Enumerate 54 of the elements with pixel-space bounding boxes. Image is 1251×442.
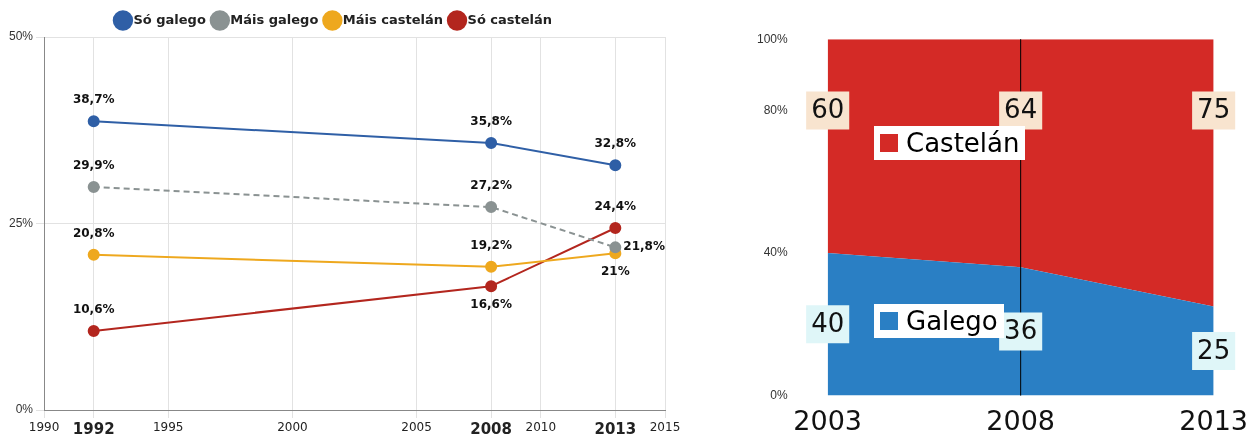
data-label: 19,2% [470, 237, 512, 252]
data-label: 20,8% [72, 225, 115, 240]
data-label: 21,8% [623, 239, 665, 254]
y-tick-label: 40% [763, 245, 789, 260]
x-tick-label: 2010 [525, 420, 557, 435]
legend-label: Máis galego [230, 11, 319, 27]
data-label: 21% [600, 264, 630, 279]
point [609, 221, 622, 234]
point [87, 324, 100, 337]
x-tick-label: 1992 [72, 419, 115, 438]
y-tick-label: 0% [770, 387, 789, 402]
point [87, 115, 100, 128]
data-label: 64 [1004, 94, 1038, 125]
data-label: 27,2% [470, 178, 512, 193]
point [87, 180, 100, 193]
y-tick-label: 100% [756, 31, 789, 46]
data-label: 40 [811, 308, 845, 339]
point [609, 241, 622, 254]
legend-label: Só galego [133, 11, 206, 27]
x-tick-label: 2003 [793, 404, 863, 436]
point [485, 280, 498, 293]
point [87, 248, 100, 261]
data-label: 24,4% [594, 199, 637, 214]
point [609, 159, 622, 172]
x-tick-label: 2013 [594, 419, 637, 438]
x-tick-label: 2005 [401, 420, 432, 435]
x-tick-label: 2015 [649, 420, 681, 435]
data-label: 16,6% [470, 297, 512, 312]
y-tick-label: 0% [15, 402, 34, 417]
data-label: 32,8% [594, 136, 637, 151]
data-label: 36 [1004, 315, 1038, 346]
legend-label: Castelán [906, 128, 1020, 159]
y-tick-label: 80% [763, 102, 789, 117]
data-label: 75 [1197, 94, 1231, 125]
point [485, 260, 498, 273]
data-label: 25 [1197, 334, 1231, 365]
x-tick-label: 2013 [1179, 404, 1248, 436]
x-tick-label: 2008 [986, 404, 1056, 436]
legend-label: Máis castelán [342, 11, 444, 27]
data-label: 35,8% [470, 114, 512, 129]
point [485, 201, 498, 214]
x-tick-label: 1995 [152, 420, 184, 435]
x-tick-label: 2008 [470, 419, 512, 438]
point [485, 136, 498, 149]
data-label: 60 [811, 94, 845, 125]
data-label: 10,6% [72, 302, 115, 317]
legend-label: Galego [906, 306, 998, 337]
x-tick-label: 2000 [277, 420, 308, 435]
y-tick-label: 25% [8, 215, 34, 230]
legend-label: Só castelán [467, 11, 553, 27]
y-tick-label: 50% [8, 29, 34, 44]
x-tick-label: 1990 [28, 420, 60, 435]
data-label: 38,7% [72, 92, 115, 107]
data-label: 29,9% [72, 158, 115, 173]
